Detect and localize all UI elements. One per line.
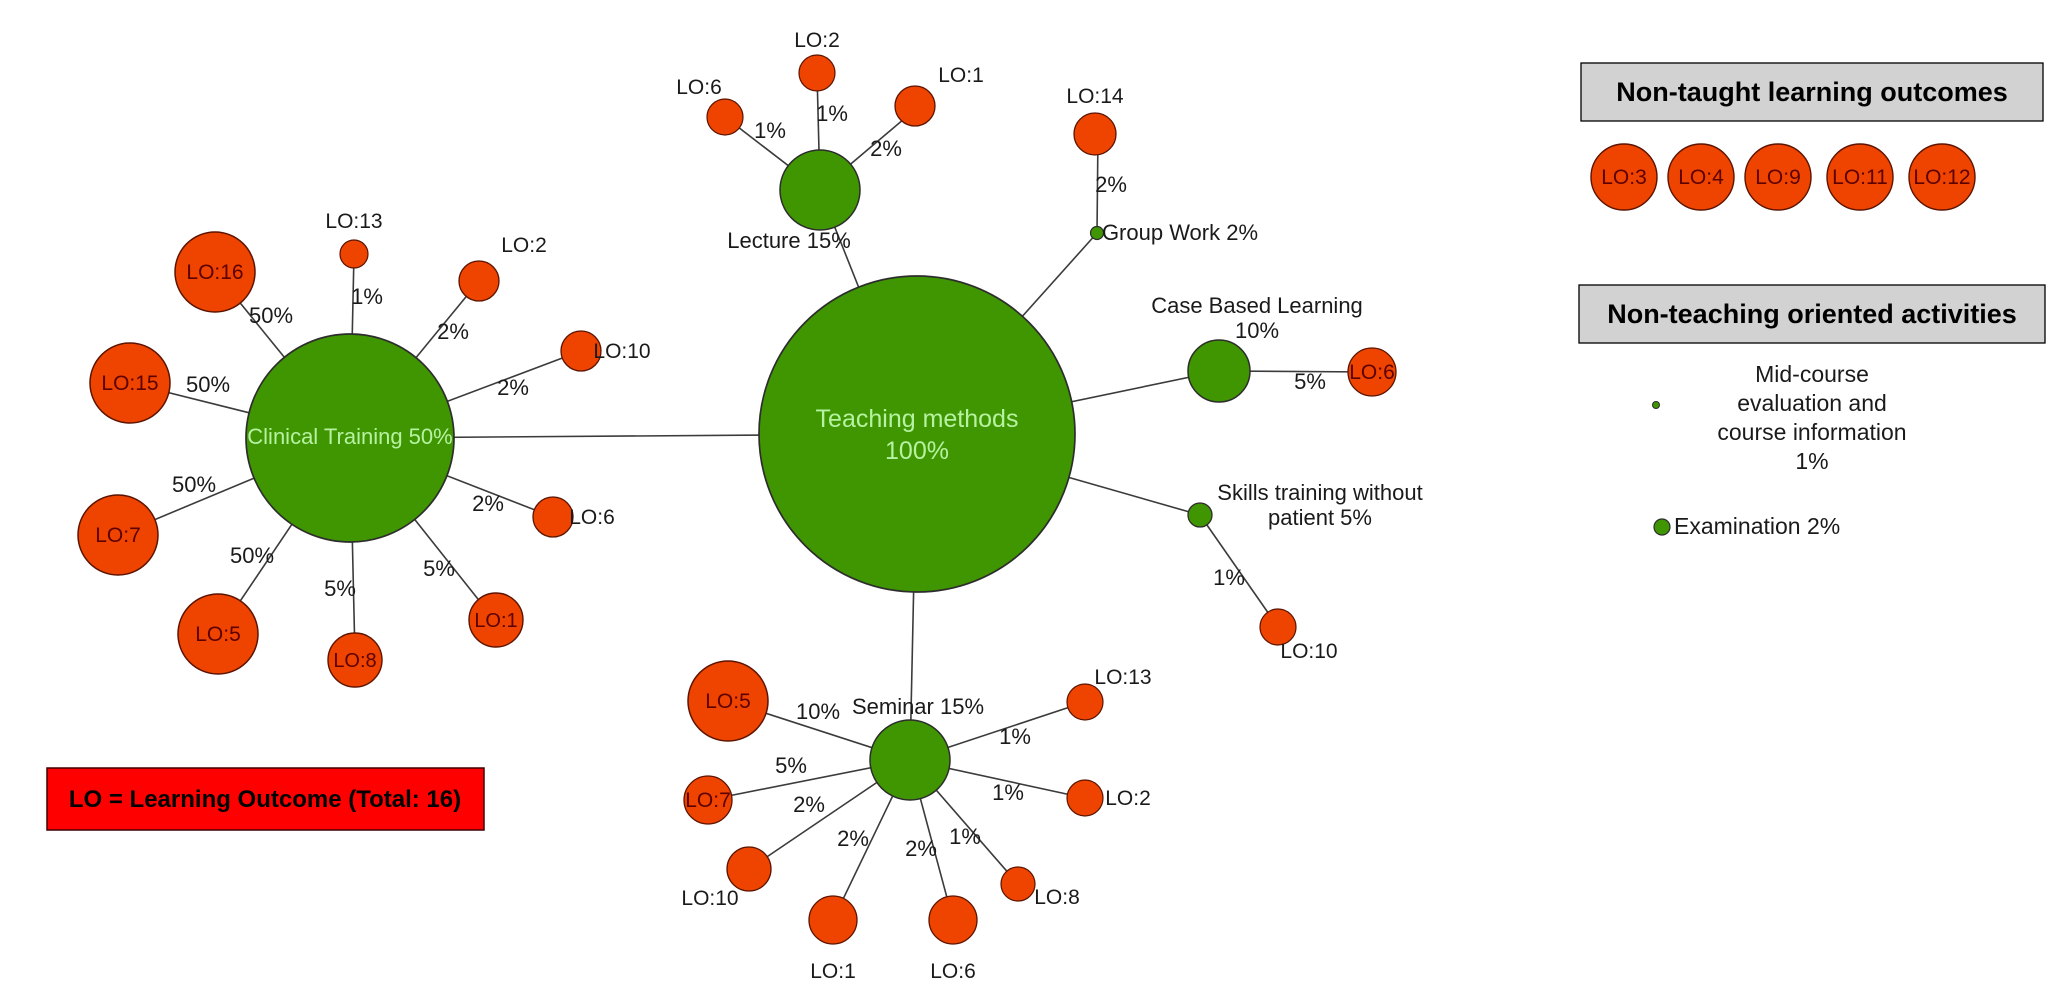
svg-text:Clinical Training 50%: Clinical Training 50%	[247, 424, 452, 449]
svg-text:1%: 1%	[754, 118, 786, 143]
svg-text:LO = Learning Outcome (Total:: LO = Learning Outcome (Total: 16)	[69, 786, 461, 813]
svg-text:50%: 50%	[249, 303, 293, 328]
svg-text:50%: 50%	[230, 543, 274, 568]
svg-text:Examination 2%: Examination 2%	[1674, 513, 1840, 539]
svg-text:1%: 1%	[949, 824, 981, 849]
svg-text:1%: 1%	[999, 724, 1031, 749]
svg-text:LO:6: LO:6	[1349, 361, 1395, 384]
svg-text:LO:13: LO:13	[325, 210, 382, 233]
svg-text:1%: 1%	[351, 284, 383, 309]
svg-text:LO:16: LO:16	[186, 261, 243, 284]
svg-text:2%: 2%	[437, 319, 469, 344]
svg-text:LO:12: LO:12	[1913, 166, 1970, 189]
svg-text:LO:4: LO:4	[1678, 166, 1724, 189]
svg-text:50%: 50%	[172, 472, 216, 497]
svg-text:LO:1: LO:1	[474, 610, 517, 632]
svg-text:2%: 2%	[793, 792, 825, 817]
svg-text:LO:14: LO:14	[1066, 85, 1124, 108]
svg-text:LO:13: LO:13	[1094, 666, 1151, 689]
svg-text:course information: course information	[1717, 419, 1906, 445]
svg-text:Group Work 2%: Group Work 2%	[1102, 220, 1258, 245]
svg-text:1%: 1%	[1795, 448, 1828, 474]
svg-text:patient 5%: patient 5%	[1268, 505, 1372, 530]
svg-text:1%: 1%	[816, 101, 848, 126]
svg-text:10%: 10%	[796, 699, 840, 724]
svg-text:1%: 1%	[1213, 565, 1245, 590]
svg-text:Mid-course: Mid-course	[1755, 361, 1869, 387]
svg-text:Non-taught learning outcomes: Non-taught learning outcomes	[1616, 77, 2008, 107]
svg-text:LO:10: LO:10	[1280, 640, 1337, 663]
svg-text:LO:5: LO:5	[195, 623, 241, 646]
svg-text:LO:15: LO:15	[101, 372, 158, 395]
svg-text:LO:7: LO:7	[685, 789, 731, 812]
svg-text:LO:3: LO:3	[1601, 166, 1647, 189]
svg-text:Lecture 15%: Lecture 15%	[727, 228, 851, 253]
svg-text:2%: 2%	[1095, 172, 1127, 197]
svg-text:Seminar 15%: Seminar 15%	[852, 694, 984, 719]
svg-text:evaluation and: evaluation and	[1737, 390, 1887, 416]
svg-text:5%: 5%	[423, 556, 455, 581]
svg-text:5%: 5%	[324, 576, 356, 601]
svg-text:LO:2: LO:2	[1105, 787, 1151, 810]
svg-text:LO:7: LO:7	[95, 524, 141, 547]
svg-text:50%: 50%	[186, 372, 230, 397]
svg-text:LO:6: LO:6	[676, 76, 722, 99]
svg-text:Non-teaching oriented activiti: Non-teaching oriented activities	[1607, 299, 2017, 329]
svg-text:2%: 2%	[905, 836, 937, 861]
svg-text:LO:1: LO:1	[938, 64, 984, 87]
svg-text:LO:11: LO:11	[1832, 166, 1888, 189]
svg-text:LO:6: LO:6	[569, 506, 615, 529]
svg-text:2%: 2%	[472, 491, 504, 516]
svg-text:10%: 10%	[1235, 318, 1279, 343]
svg-text:1%: 1%	[992, 780, 1024, 805]
svg-text:5%: 5%	[775, 753, 807, 778]
svg-text:Case Based Learning: Case Based Learning	[1151, 293, 1363, 318]
svg-text:LO:5: LO:5	[705, 690, 751, 713]
svg-text:LO:8: LO:8	[1034, 886, 1080, 909]
svg-text:Skills training without: Skills training without	[1217, 480, 1422, 505]
svg-text:LO:10: LO:10	[593, 340, 650, 363]
svg-text:Teaching methods: Teaching methods	[816, 405, 1019, 433]
svg-text:LO:6: LO:6	[930, 960, 976, 983]
svg-text:LO:9: LO:9	[1755, 166, 1801, 189]
svg-text:2%: 2%	[870, 136, 902, 161]
svg-text:2%: 2%	[837, 826, 869, 851]
svg-text:LO:8: LO:8	[333, 650, 376, 672]
svg-text:LO:2: LO:2	[501, 234, 547, 257]
svg-text:LO:2: LO:2	[794, 29, 840, 52]
svg-text:2%: 2%	[497, 375, 529, 400]
svg-text:LO:10: LO:10	[681, 887, 738, 910]
svg-text:100%: 100%	[885, 437, 949, 465]
svg-text:LO:1: LO:1	[810, 960, 856, 983]
svg-text:5%: 5%	[1294, 369, 1326, 394]
